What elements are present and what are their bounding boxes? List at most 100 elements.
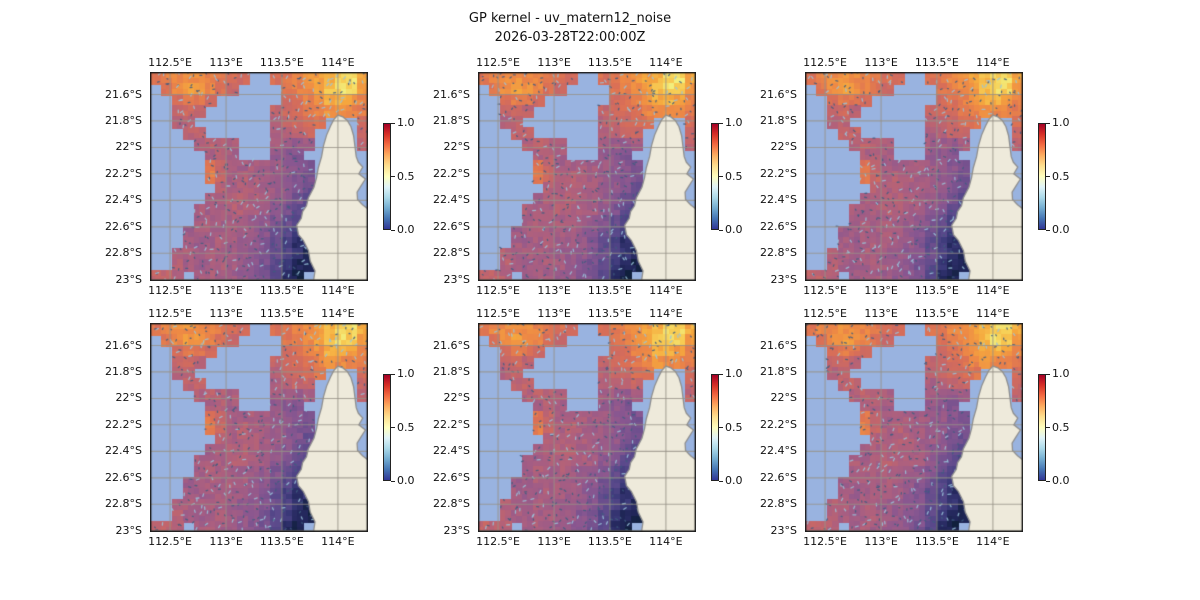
y-tick-label: 22.6°S: [760, 470, 797, 484]
x-tick-label-top: 114°E: [649, 56, 683, 69]
y-tick-label: 22.6°S: [105, 470, 142, 484]
colorbar-tick-label: 0.5: [397, 420, 415, 434]
y-tick-label: 22°S: [770, 140, 797, 154]
x-tick-label-bottom: 113°E: [864, 284, 898, 297]
x-tick-label-bottom: 112.5°E: [803, 284, 848, 297]
x-tick-label-bottom: 112.5°E: [803, 535, 848, 548]
x-tick-label-bottom: 112.5°E: [476, 284, 521, 297]
x-tick-label-bottom: 113°E: [864, 535, 898, 548]
colorbar-tick: [719, 427, 723, 428]
colorbar-panel-r2c3: [1038, 374, 1046, 481]
x-tick-label-bottom: 113.5°E: [259, 535, 304, 548]
x-tick-label-top: 113°E: [209, 307, 243, 320]
y-tick-label: 22.2°S: [760, 166, 797, 180]
x-tick-label-top: 114°E: [649, 307, 683, 320]
x-tick-label-bottom: 113.5°E: [587, 535, 632, 548]
colorbar-tick-label: 1.0: [1052, 367, 1070, 380]
colorbar-tick-label: 1.0: [397, 116, 415, 129]
x-tick-label-bottom: 112.5°E: [148, 535, 193, 548]
colorbar-tick-label: 0.0: [397, 223, 415, 236]
x-tick-label-bottom: 114°E: [649, 284, 683, 297]
y-tick-label: 22.6°S: [105, 219, 142, 233]
colorbar-tick: [1046, 122, 1050, 124]
x-tick-label-top: 113.5°E: [259, 56, 304, 69]
y-tick-label: 22.8°S: [105, 497, 142, 511]
colorbar-tick: [1046, 373, 1050, 375]
y-tick-label: 22.2°S: [105, 166, 142, 180]
y-tick-label: 22.8°S: [760, 246, 797, 260]
y-tick-label: 22.8°S: [105, 246, 142, 260]
map-panel-r2c2: [478, 323, 696, 532]
x-tick-label-bottom: 112.5°E: [148, 284, 193, 297]
colorbar-tick-label: 0.0: [725, 223, 743, 236]
y-tick-label: 21.6°S: [760, 87, 797, 101]
x-tick-label-bottom: 114°E: [976, 284, 1010, 297]
y-tick-label: 23°S: [115, 272, 142, 286]
x-tick-label-top: 113.5°E: [259, 307, 304, 320]
x-tick-label-bottom: 113°E: [537, 535, 571, 548]
x-tick-label-top: 112.5°E: [803, 307, 848, 320]
x-tick-label-bottom: 113.5°E: [914, 535, 959, 548]
x-tick-label-top: 113°E: [537, 307, 571, 320]
x-tick-label-bottom: 113.5°E: [259, 284, 304, 297]
y-tick-label: 22°S: [115, 140, 142, 154]
y-tick-label: 21.6°S: [433, 338, 470, 352]
colorbar-tick: [391, 229, 395, 231]
colorbar-tick-label: 1.0: [397, 367, 415, 380]
colorbar-tick: [391, 480, 395, 482]
y-tick-label: 23°S: [443, 523, 470, 537]
y-tick-label: 22°S: [770, 391, 797, 405]
x-tick-label-bottom: 113°E: [209, 535, 243, 548]
y-tick-label: 21.6°S: [105, 87, 142, 101]
figure-title: GP kernel - uv_matern12_noise 2026-03-28…: [0, 9, 1140, 47]
y-tick-label: 22.8°S: [433, 497, 470, 511]
colorbar-tick-label: 1.0: [725, 367, 743, 380]
colorbar-tick-label: 1.0: [725, 116, 743, 129]
map-panel-r1c3: [805, 72, 1023, 281]
map-panel-r2c1: [150, 323, 368, 532]
x-tick-label-top: 114°E: [976, 56, 1010, 69]
colorbar-panel-r2c1: [383, 374, 391, 481]
y-tick-label: 22°S: [443, 140, 470, 154]
colorbar-panel-r1c1: [383, 123, 391, 230]
colorbar-tick-label: 0.5: [725, 169, 743, 183]
x-tick-label-top: 113.5°E: [587, 307, 632, 320]
x-tick-label-top: 112.5°E: [476, 56, 521, 69]
y-tick-label: 21.8°S: [760, 113, 797, 127]
y-tick-label: 21.6°S: [105, 338, 142, 352]
x-tick-label-top: 114°E: [976, 307, 1010, 320]
colorbar-tick: [719, 122, 723, 124]
colorbar-tick-label: 0.5: [1052, 169, 1070, 183]
colorbar-tick: [719, 480, 723, 482]
y-tick-label: 22.6°S: [760, 219, 797, 233]
map-panel-r1c1: [150, 72, 368, 281]
colorbar-tick: [391, 373, 395, 375]
y-tick-label: 22.2°S: [105, 417, 142, 431]
y-tick-label: 22.8°S: [760, 497, 797, 511]
x-tick-label-top: 114°E: [321, 307, 355, 320]
colorbar-tick: [391, 427, 395, 428]
y-tick-label: 22.2°S: [433, 417, 470, 431]
y-tick-label: 22°S: [115, 391, 142, 405]
y-tick-label: 23°S: [443, 272, 470, 286]
colorbar-tick-label: 0.0: [397, 474, 415, 487]
colorbar-panel-r2c2: [711, 374, 719, 481]
y-tick-label: 22.4°S: [433, 193, 470, 207]
x-tick-label-top: 113.5°E: [914, 307, 959, 320]
x-tick-label-top: 112.5°E: [148, 307, 193, 320]
figure-title-line1: GP kernel - uv_matern12_noise: [468, 11, 672, 26]
x-tick-label-bottom: 114°E: [321, 284, 355, 297]
colorbar-tick-label: 0.0: [1052, 474, 1070, 487]
y-tick-label: 21.8°S: [760, 364, 797, 378]
x-tick-label-bottom: 114°E: [976, 535, 1010, 548]
colorbar-tick-label: 1.0: [1052, 116, 1070, 129]
y-tick-label: 23°S: [770, 523, 797, 537]
x-tick-label-top: 113°E: [864, 307, 898, 320]
x-tick-label-top: 113°E: [864, 56, 898, 69]
x-tick-label-bottom: 114°E: [321, 535, 355, 548]
y-tick-label: 22.6°S: [433, 470, 470, 484]
colorbar-tick-label: 0.5: [1052, 420, 1070, 434]
figure-title-line2: 2026-03-28T22:00:00Z: [494, 30, 646, 45]
colorbar-tick: [1046, 480, 1050, 482]
